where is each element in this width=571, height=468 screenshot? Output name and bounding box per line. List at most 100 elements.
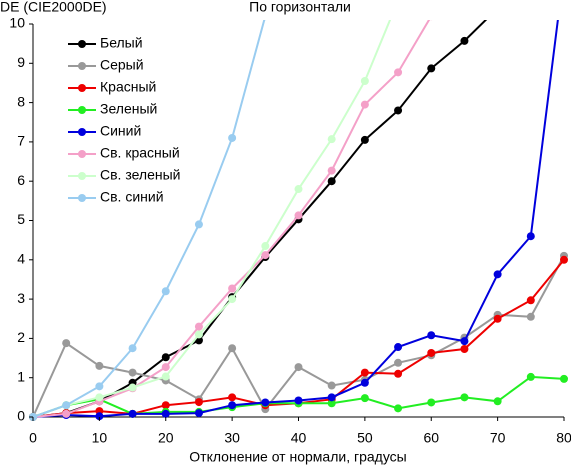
data-point (95, 393, 104, 402)
data-point (460, 345, 469, 354)
data-point (294, 363, 303, 372)
data-point (95, 382, 104, 391)
data-point (394, 68, 403, 77)
data-point (494, 4, 502, 12)
data-point (194, 220, 203, 229)
data-point (560, 255, 568, 264)
data-point (327, 135, 336, 144)
x-tick-label: 30 (224, 430, 240, 446)
data-point (261, 242, 270, 251)
data-point (128, 383, 137, 392)
data-point (194, 322, 203, 331)
legend-label: Белый (100, 35, 143, 51)
legend-marker (78, 84, 86, 92)
y-tick-label: 3 (17, 290, 25, 306)
data-point (526, 232, 535, 241)
y-tick-label: 6 (17, 172, 25, 188)
data-point (360, 76, 369, 85)
y-tick-label: 7 (17, 133, 25, 149)
legend-marker (78, 194, 86, 202)
x-tick-label: 40 (291, 430, 307, 446)
data-point (394, 0, 402, 4)
data-point (430, 20, 433, 21)
data-point (394, 404, 403, 413)
legend-marker (78, 40, 86, 48)
data-point (228, 393, 237, 402)
data-point (62, 409, 71, 418)
data-point (161, 409, 170, 418)
data-point (161, 363, 170, 372)
data-point (194, 398, 203, 407)
y-tick-label: 0 (17, 408, 25, 424)
data-point (526, 296, 535, 305)
data-point (294, 396, 303, 405)
data-point (261, 251, 270, 260)
x-tick-label: 80 (556, 430, 571, 446)
data-point (360, 368, 369, 377)
data-point (460, 393, 469, 402)
legend-label: Св. синий (100, 189, 164, 205)
data-point (394, 358, 403, 367)
data-point (493, 397, 502, 406)
data-point (128, 368, 137, 377)
data-point (228, 133, 237, 142)
data-point (394, 343, 403, 352)
data-point (161, 401, 170, 410)
legend-marker (78, 172, 86, 180)
data-point (360, 394, 369, 403)
data-point (194, 409, 203, 418)
series-line (32, 20, 266, 418)
data-point (128, 344, 137, 353)
y-tick-label: 5 (17, 211, 25, 227)
y-tick-label: 4 (17, 251, 25, 267)
x-tick-label: 10 (92, 430, 108, 446)
legend-marker (78, 150, 86, 158)
legend-label: Св. зеленый (100, 167, 180, 183)
legend-marker (78, 62, 86, 70)
data-point (360, 100, 369, 109)
data-point (228, 295, 237, 304)
data-point (327, 381, 336, 390)
y-tick-label: 2 (17, 329, 25, 345)
data-point (493, 270, 502, 279)
data-point (95, 412, 104, 421)
legend-label: Зеленый (100, 101, 157, 117)
data-point (427, 64, 436, 73)
x-tick-label: 70 (490, 430, 506, 446)
data-point (228, 401, 237, 410)
data-point (460, 36, 469, 45)
x-tick-label: 50 (357, 430, 373, 446)
legend-label: Серый (100, 57, 144, 73)
data-point (62, 339, 71, 348)
x-tick-label: 20 (158, 430, 174, 446)
data-point (95, 361, 104, 370)
data-point (427, 398, 436, 407)
data-point (261, 398, 270, 407)
x-tick-label: 60 (423, 430, 439, 446)
data-point (161, 372, 170, 381)
data-point (526, 372, 535, 381)
data-point (327, 399, 336, 408)
y-tick-label: 9 (17, 54, 25, 70)
data-point (161, 287, 170, 296)
data-point (294, 185, 303, 194)
legend-label: Синий (100, 123, 141, 139)
data-point (62, 401, 71, 410)
x-axis-label: Отклонение от нормали, градусы (189, 449, 406, 465)
y-tick-label: 10 (9, 15, 25, 31)
y-axis-label: DE (CIE2000DE) (0, 0, 107, 15)
data-point (327, 166, 336, 175)
x-tick-label: 0 (29, 430, 37, 446)
y-tick-label: 8 (17, 93, 25, 109)
legend-marker (78, 106, 86, 114)
data-point (294, 211, 303, 220)
data-point (560, 374, 568, 383)
data-point (228, 344, 237, 353)
data-point (526, 312, 535, 321)
chart-title: По горизонтали (249, 0, 351, 15)
data-point (327, 177, 336, 186)
data-point (394, 369, 403, 378)
data-point (360, 378, 369, 387)
y-tick-label: 1 (17, 368, 25, 384)
